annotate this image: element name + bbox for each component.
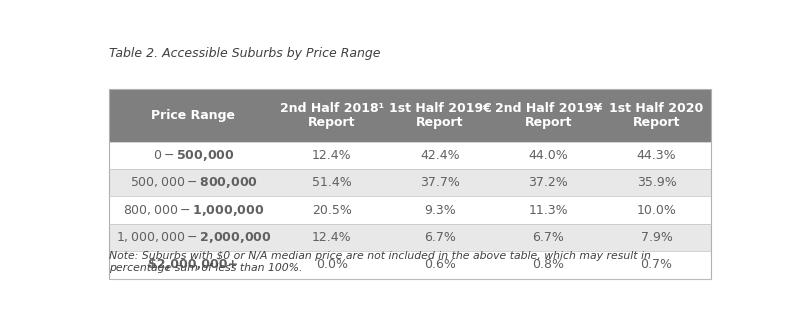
Text: 11.3%: 11.3%	[529, 204, 568, 217]
Bar	[110, 89, 710, 279]
Text: $0-$500,000: $0-$500,000	[153, 148, 234, 163]
Text: Report: Report	[416, 116, 464, 129]
Text: 12.4%: 12.4%	[312, 231, 352, 244]
Bar	[110, 224, 710, 251]
Text: 2nd Half 2018¹: 2nd Half 2018¹	[280, 103, 384, 116]
Text: 1st Half 2019€: 1st Half 2019€	[389, 103, 491, 116]
Text: 12.4%: 12.4%	[312, 149, 352, 162]
Text: 37.7%: 37.7%	[420, 176, 460, 189]
Bar	[110, 197, 710, 224]
Bar	[110, 169, 710, 197]
Text: 0.0%: 0.0%	[316, 258, 348, 271]
Text: 2nd Half 2019¥: 2nd Half 2019¥	[494, 103, 602, 116]
Text: Table 2. Accessible Suburbs by Price Range: Table 2. Accessible Suburbs by Price Ran…	[110, 47, 381, 60]
Text: 0.6%: 0.6%	[424, 258, 456, 271]
Text: $1,000,000-$2,000,000: $1,000,000-$2,000,000	[116, 230, 271, 245]
Text: 6.7%: 6.7%	[532, 231, 564, 244]
Text: 6.7%: 6.7%	[424, 231, 456, 244]
Text: $500,000-$800,000: $500,000-$800,000	[130, 175, 258, 190]
Bar	[110, 89, 710, 142]
Text: $800,000-$1,000,000: $800,000-$1,000,000	[123, 203, 264, 218]
Bar	[110, 142, 710, 169]
Text: 44.3%: 44.3%	[637, 149, 676, 162]
Text: 44.0%: 44.0%	[529, 149, 568, 162]
Text: 0.7%: 0.7%	[641, 258, 673, 271]
Text: Price Range: Price Range	[151, 109, 235, 122]
Text: 7.9%: 7.9%	[641, 231, 673, 244]
Text: 1st Half 2020: 1st Half 2020	[610, 103, 704, 116]
Text: Report: Report	[633, 116, 680, 129]
Text: Report: Report	[308, 116, 355, 129]
Text: 37.2%: 37.2%	[529, 176, 568, 189]
Text: 20.5%: 20.5%	[312, 204, 352, 217]
Text: 42.4%: 42.4%	[420, 149, 460, 162]
Text: 0.8%: 0.8%	[532, 258, 564, 271]
Text: 51.4%: 51.4%	[312, 176, 352, 189]
Text: 10.0%: 10.0%	[637, 204, 677, 217]
Text: $2,000,000+: $2,000,000+	[149, 258, 238, 271]
Text: Report: Report	[525, 116, 572, 129]
Text: Note: Suburbs with $0 or N/A median price are not included in the above table, w: Note: Suburbs with $0 or N/A median pric…	[110, 251, 651, 273]
Text: 35.9%: 35.9%	[637, 176, 677, 189]
Bar	[110, 251, 710, 279]
Text: 9.3%: 9.3%	[424, 204, 456, 217]
